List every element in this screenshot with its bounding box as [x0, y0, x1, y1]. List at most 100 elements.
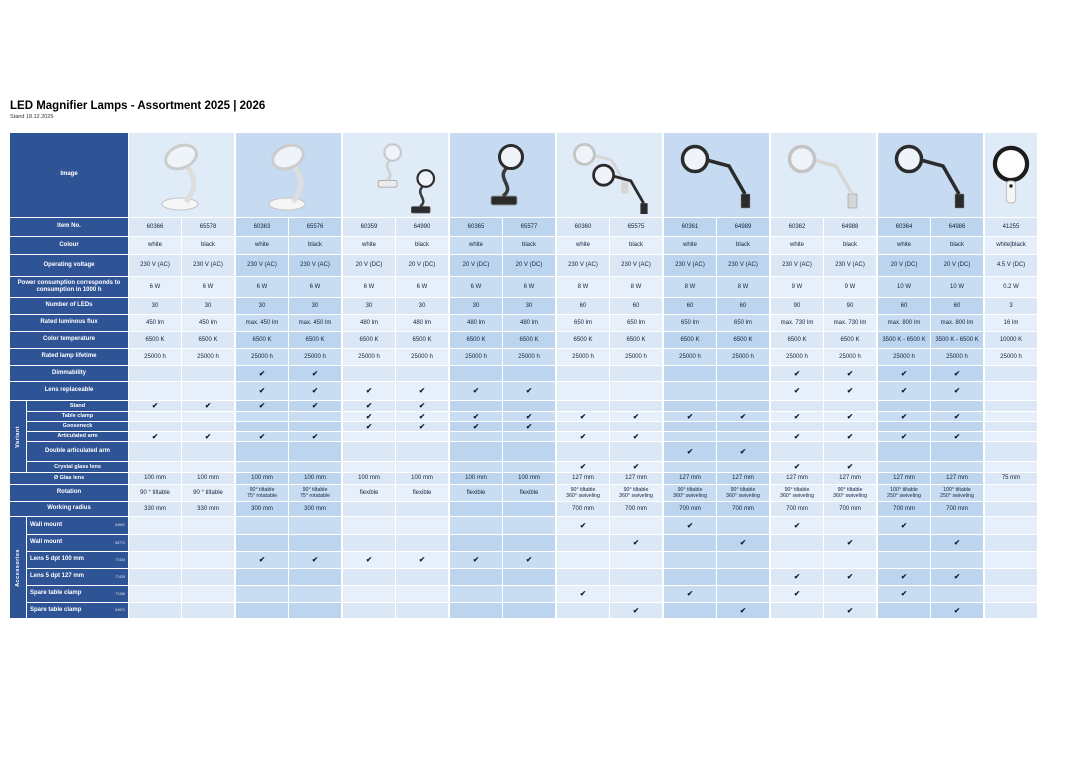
cell-variant-table-clamp-col8: ✔	[503, 412, 555, 421]
checkmark-icon: ✔	[579, 589, 587, 599]
cell-rotation-col1: 90 ° tiltable	[129, 485, 181, 501]
cell-rated-luminous-flux-col9: 650 lm	[557, 315, 609, 331]
checkmark-icon: ✔	[525, 386, 533, 396]
cell-dimmability-col10	[610, 366, 662, 381]
table-row-variant-stand: Stand ✔ ✔ ✔ ✔ ✔ ✔	[10, 401, 1040, 411]
cell-lens-replaceable-col16: ✔	[931, 382, 983, 400]
cell-rated-lamp-lifetime-col17: 25000 h	[985, 349, 1037, 365]
cell-power-consumption-col17: 0.2 W	[985, 277, 1037, 297]
checkmark-icon: ✔	[953, 572, 961, 582]
cell-lens-replaceable-col10	[610, 382, 662, 400]
checkmark-icon: ✔	[846, 538, 854, 548]
cell-working-radius-col12: 700 mm	[717, 502, 769, 516]
cell-rated-lamp-lifetime-col2: 25000 h	[182, 349, 234, 365]
cell-variant-stand-col10	[610, 401, 662, 411]
cell-number-of-leds-col7: 30	[450, 298, 502, 314]
cell-working-radius-col11: 700 mm	[664, 502, 716, 516]
cell-variant-double-articulated-arm-col10	[610, 442, 662, 461]
articulated-arm-magnifier-lamp-black-white-icon	[894, 144, 964, 209]
checkmark-icon: ✔	[793, 368, 801, 378]
cell-color-temperature-col14: 6500 K	[824, 332, 876, 348]
cell-power-consumption-col3: 6 W	[236, 277, 288, 297]
cell-acc-lens-5dpt-100-col17	[985, 552, 1037, 568]
cell-acc-spare-table-clamp-2-col12: ✔	[717, 603, 769, 618]
cell-item-no-col13: 60362	[771, 218, 823, 236]
cell-item-no-col11: 60361	[664, 218, 716, 236]
cell-variant-table-clamp-col2	[182, 412, 234, 421]
cell-operating-voltage-col9: 230 V (AC)	[557, 255, 609, 276]
cell-variant-stand-col12	[717, 401, 769, 411]
cell-acc-lens-5dpt-100-col3: ✔	[236, 552, 288, 568]
cell-power-consumption-col8: 6 W	[503, 277, 555, 297]
cell-acc-lens-5dpt-127-col8	[503, 569, 555, 585]
cell-variant-double-articulated-arm-col6	[396, 442, 448, 461]
cell-rated-lamp-lifetime-col7: 25000 h	[450, 349, 502, 365]
accessory-item-number: 77436	[115, 591, 125, 596]
checkmark-icon: ✔	[311, 401, 319, 411]
accessory-item-number: 65771	[115, 540, 125, 545]
cell-power-consumption-col1: 6 W	[129, 277, 181, 297]
checkmark-icon: ✔	[204, 431, 212, 441]
cell-variant-double-articulated-arm-col5	[343, 442, 395, 461]
cell-variant-stand-col9	[557, 401, 609, 411]
cell-lens-replaceable-col13: ✔	[771, 382, 823, 400]
cell-rated-luminous-flux-col8: 480 lm	[503, 315, 555, 331]
checkmark-icon: ✔	[525, 411, 533, 421]
cell-acc-lens-5dpt-127-col14: ✔	[824, 569, 876, 585]
cell-acc-spare-table-clamp-2-col14: ✔	[824, 603, 876, 618]
checkmark-icon: ✔	[632, 431, 640, 441]
cell-variant-table-clamp-col11: ✔	[664, 412, 716, 421]
table-row-variant-gooseneck: Gooseneck ✔ ✔ ✔ ✔	[10, 422, 1040, 431]
cell-variant-double-articulated-arm-col13	[771, 442, 823, 461]
cell-number-of-leds-col6: 30	[396, 298, 448, 314]
cell-variant-table-clamp-col16: ✔	[931, 412, 983, 421]
cell-acc-wall-mount-2-col2	[182, 535, 234, 551]
cell-variant-crystal-glass-lens-col11	[664, 462, 716, 472]
checkmark-icon: ✔	[365, 386, 373, 396]
cell-dimmability-col3: ✔	[236, 366, 288, 381]
cell-acc-spare-table-clamp-1-col3	[236, 586, 288, 602]
cell-acc-wall-mount-1-col3	[236, 517, 288, 534]
cell-acc-wall-mount-1-col14	[824, 517, 876, 534]
cell-variant-gooseneck-col4	[289, 422, 341, 431]
cell-number-of-leds-col8: 30	[503, 298, 555, 314]
cell-rotation-col17	[985, 485, 1037, 501]
cell-variant-gooseneck-col15	[878, 422, 930, 431]
cell-variant-gooseneck-col3	[236, 422, 288, 431]
cell-acc-wall-mount-1-col4	[289, 517, 341, 534]
cell-acc-spare-table-clamp-1-col17	[985, 586, 1037, 602]
cell-rated-luminous-flux-col6: 480 lm	[396, 315, 448, 331]
cell-lens-replaceable-col9	[557, 382, 609, 400]
cell-glass-lens-diameter-col3: 100 mm	[236, 473, 288, 484]
cell-variant-stand-col7	[450, 401, 502, 411]
row-header-rotation: Rotation	[10, 485, 128, 501]
cell-variant-table-clamp-col10: ✔	[610, 412, 662, 421]
cell-operating-voltage-col10: 230 V (AC)	[610, 255, 662, 276]
cell-acc-spare-table-clamp-1-col11: ✔	[664, 586, 716, 602]
cell-glass-lens-diameter-col4: 100 mm	[289, 473, 341, 484]
row-header-rated-lamp-lifetime: Rated lamp lifetime	[10, 349, 128, 365]
table-row-rated-luminous-flux: Rated luminous flux 450 lm 450 lm max. 450 …	[10, 315, 1040, 331]
cell-colour-col15: white	[878, 237, 930, 254]
cell-power-consumption-col11: 8 W	[664, 277, 716, 297]
table-row-lens-replaceable: Lens replaceable ✔ ✔ ✔ ✔ ✔ ✔ ✔ ✔ ✔ ✔	[10, 382, 1040, 400]
cell-item-no-col10: 65575	[610, 218, 662, 236]
cell-variant-stand-col1: ✔	[129, 401, 181, 411]
cell-power-consumption-col15: 10 W	[878, 277, 930, 297]
cell-dimmability-col9	[557, 366, 609, 381]
table-row-glass-lens-diameter: Ø Glas lens 100 mm 100 mm 100 mm 100 mm 100 m…	[10, 473, 1040, 484]
checkmark-icon: ✔	[365, 411, 373, 421]
cell-acc-lens-5dpt-100-col5: ✔	[343, 552, 395, 568]
cell-glass-lens-diameter-col8: 100 mm	[503, 473, 555, 484]
cell-operating-voltage-col4: 230 V (AC)	[289, 255, 341, 276]
checkmark-icon: ✔	[793, 589, 801, 599]
table-row-rotation: Rotation 90 ° tiltable 90 ° tiltable 90° ti…	[10, 485, 1040, 501]
cell-variant-articulated-arm-col14: ✔	[824, 432, 876, 441]
cell-acc-wall-mount-1-col5	[343, 517, 395, 534]
checkmark-icon: ✔	[793, 462, 801, 472]
cell-glass-lens-diameter-col1: 100 mm	[129, 473, 181, 484]
row-label: Lens 5 dpt 127 mm	[30, 573, 85, 580]
cell-variant-double-articulated-arm-col16	[931, 442, 983, 461]
product-image-stand-magnifier-lamp-white	[129, 133, 234, 217]
cell-dimmability-col1	[129, 366, 181, 381]
